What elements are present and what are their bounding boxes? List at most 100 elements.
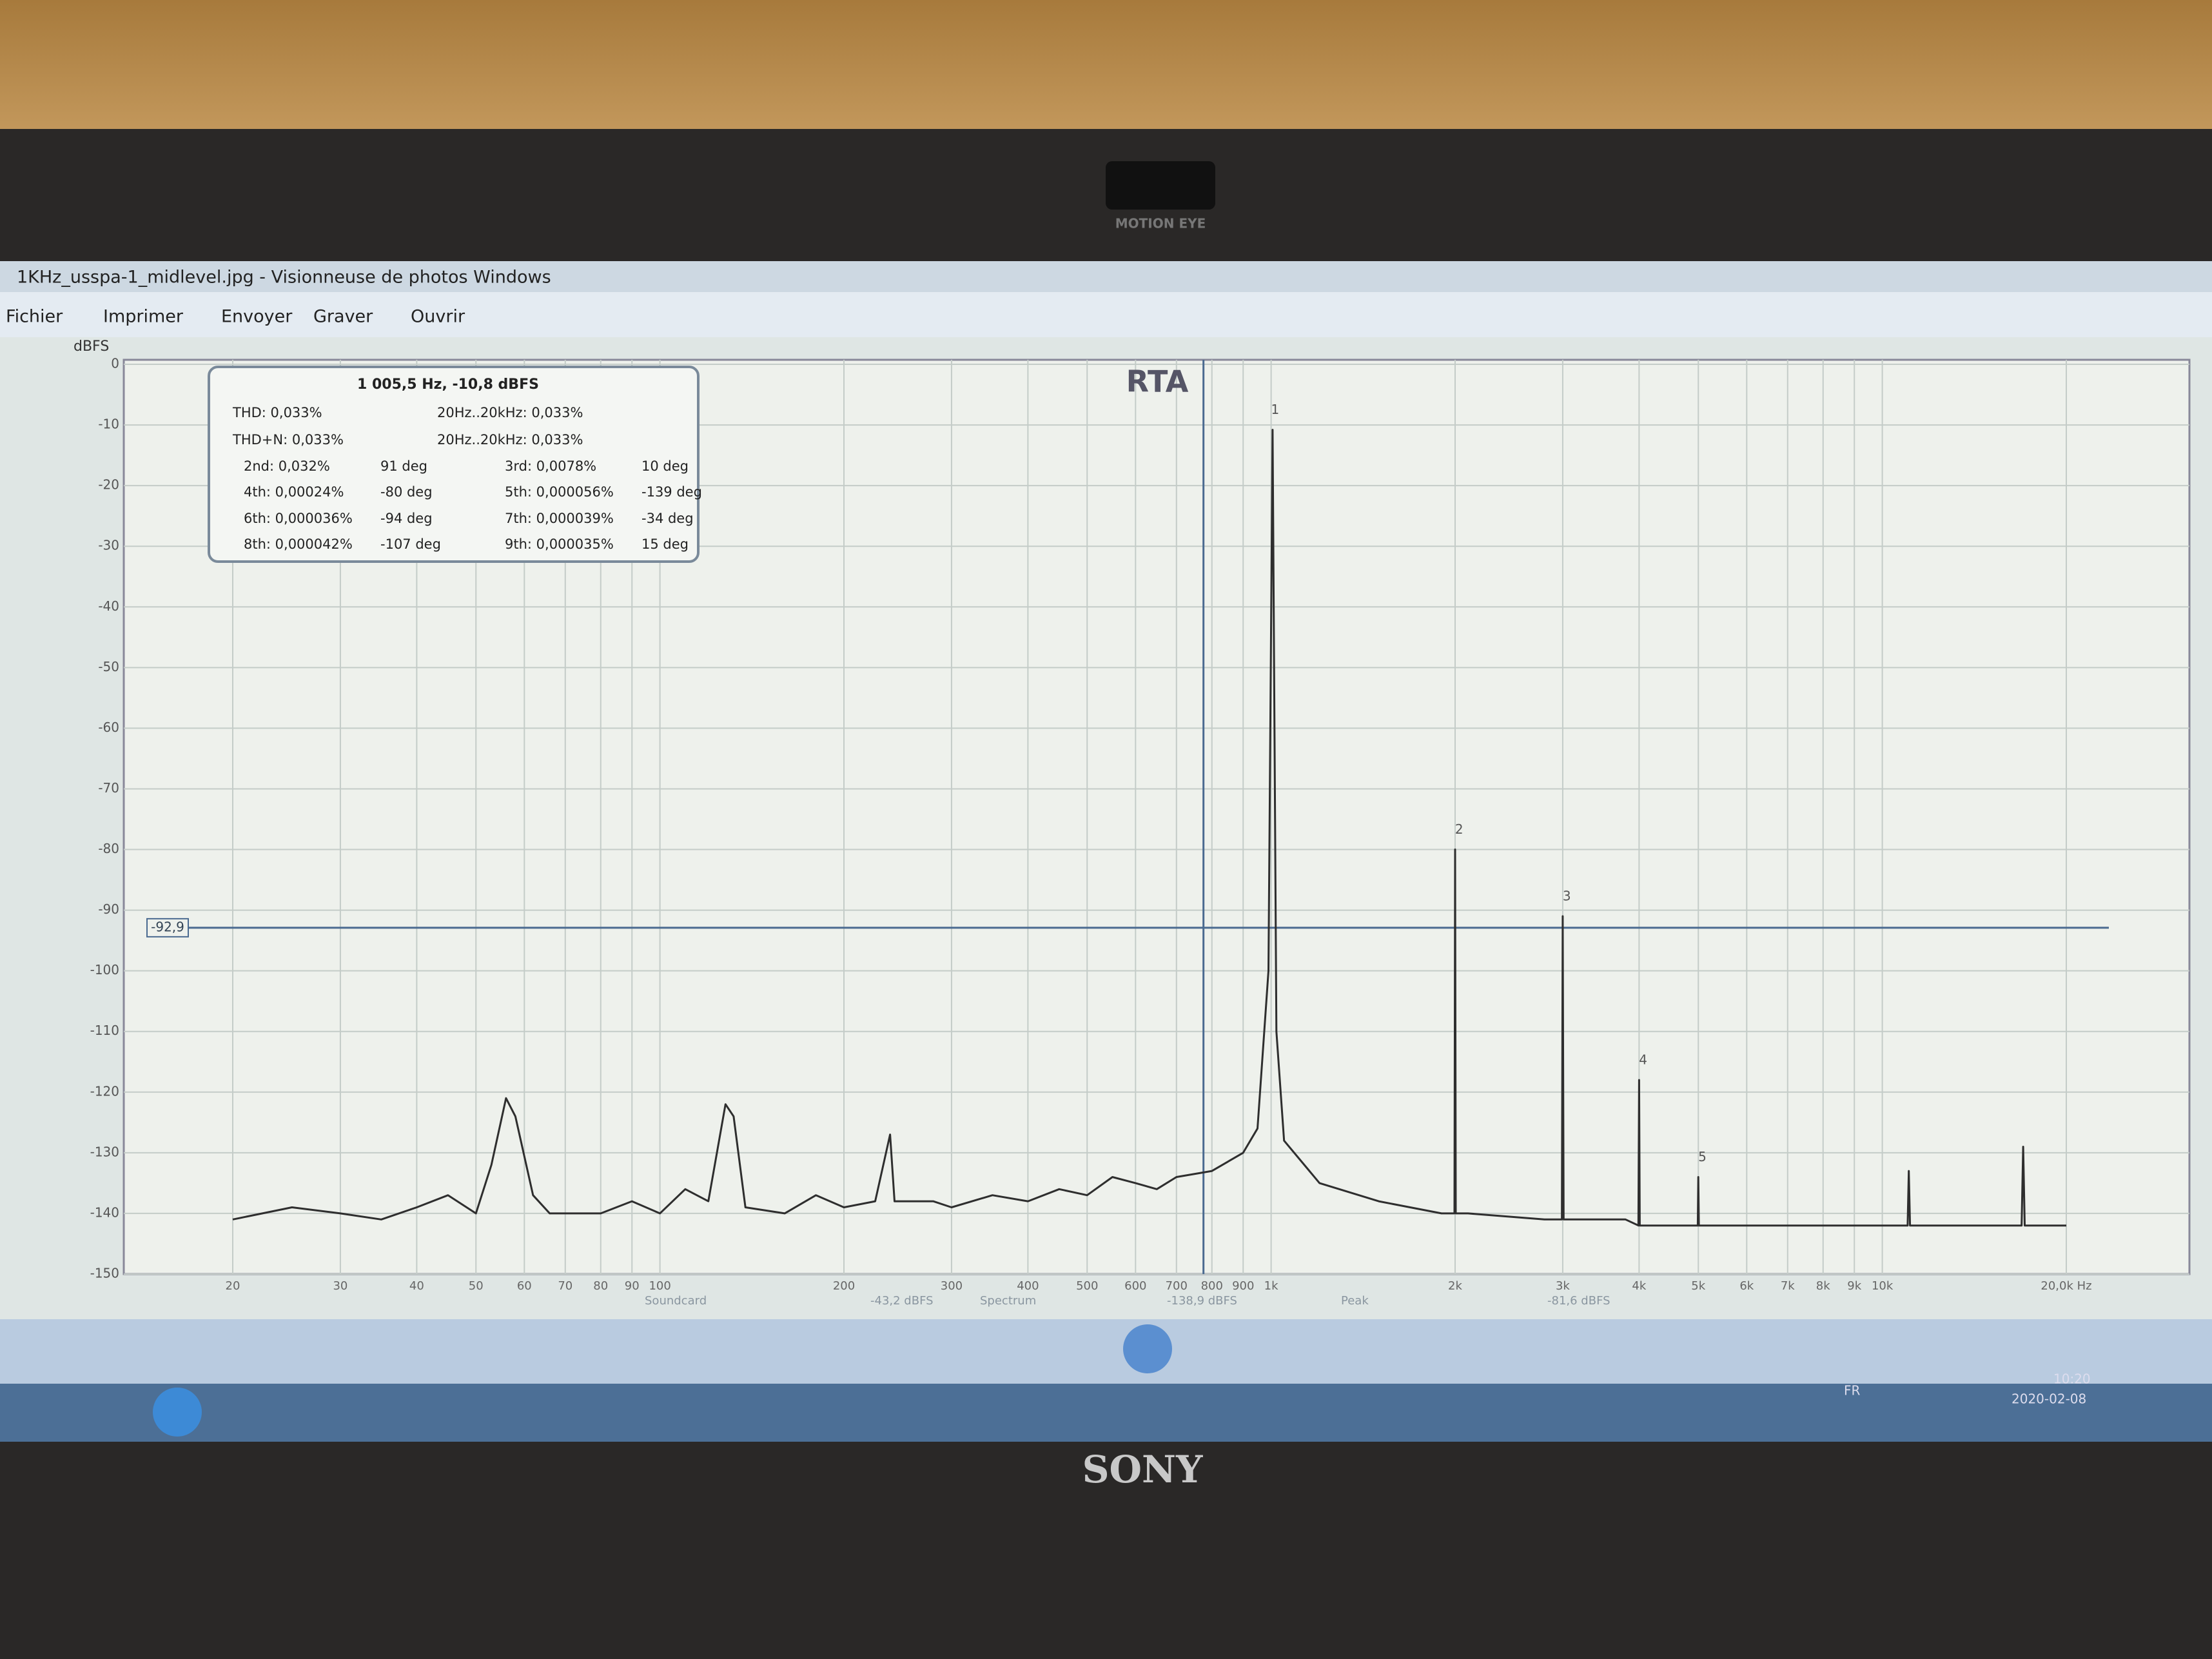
status-text: Peak (1341, 1294, 1369, 1308)
readout-cell: 20Hz..20kHz: 0,033% (437, 405, 583, 420)
y-tick-label: -10 (98, 417, 119, 432)
readout-cell: -80 deg (380, 484, 433, 500)
y-tick-label: -30 (98, 538, 119, 553)
cursor-label: -92,9 (151, 919, 184, 934)
harmonic-label: 5 (1698, 1149, 1707, 1164)
readout-cell: 91 deg (380, 458, 427, 474)
chart: 0 -10 -20 -30 -40 -50 -60 -70 -80 -90 -100 -110 -120… (73, 339, 2189, 1308)
x-tick-label: 8k (1816, 1279, 1830, 1293)
readout-cell: -34 deg (641, 511, 694, 526)
x-tick-label: 70 (558, 1279, 573, 1293)
readout-cell: 8th: 0,000042% (244, 536, 353, 552)
y-tick-label: -20 (98, 477, 119, 493)
toolbar (0, 1319, 2212, 1384)
readout-cell: -139 deg (641, 484, 702, 500)
readout-cell: 5th: 0,000056% (505, 484, 614, 500)
x-tick-label: 1k (1264, 1279, 1278, 1293)
x-tick-label: 200 (833, 1279, 855, 1293)
y-tick-label: -100 (90, 962, 119, 977)
x-tick-label: 300 (941, 1279, 963, 1293)
harmonic-label: 1 (1271, 402, 1280, 417)
brand: SONY (1082, 1448, 1203, 1491)
readout-cell: 4th: 0,00024% (244, 484, 344, 500)
x-tick-label: 30 (333, 1279, 347, 1293)
chart-title: RTA (1126, 364, 1189, 399)
x-tick-label: 700 (1166, 1279, 1188, 1293)
menu-item[interactable]: Imprimer (103, 307, 184, 327)
menu-item[interactable]: Envoyer (221, 307, 293, 327)
x-tick-label: 10k (1872, 1279, 1894, 1293)
x-tick-label: 7k (1781, 1279, 1795, 1293)
y-tick-label: -90 (98, 901, 119, 917)
readout-header: 1 005,5 Hz, -10,8 dBFS (357, 377, 539, 393)
status-text: Soundcard (645, 1294, 707, 1308)
y-tick-label: -60 (98, 720, 119, 735)
y-tick-label: -150 (90, 1266, 119, 1281)
y-tick-label: -110 (90, 1023, 119, 1038)
window-title: 1KHz_usspa-1_midlevel.jpg - Visionneuse … (17, 268, 551, 288)
status-text: -138,9 dBFS (1167, 1294, 1237, 1308)
x-tick-label: 5k (1691, 1279, 1705, 1293)
readout-box (208, 366, 700, 563)
taskbar (0, 1384, 2212, 1442)
x-tick-label: 4k (1632, 1279, 1646, 1293)
readout-cell: 7th: 0,000039% (505, 511, 614, 526)
title-bar (0, 261, 2212, 292)
y-tick-label: -80 (98, 841, 119, 856)
harmonic-label: 3 (1563, 888, 1571, 904)
y-axis-label: dBFS (73, 339, 109, 355)
wall (0, 0, 2212, 142)
x-tick-label: 40 (409, 1279, 424, 1293)
x-tick-label: 800 (1201, 1279, 1223, 1293)
menu-item[interactable]: Ouvrir (411, 307, 465, 327)
readout-cell: 6th: 0,000036% (244, 511, 353, 526)
readout-cell: THD: 0,033% (232, 405, 322, 420)
y-tick-label: -40 (98, 598, 119, 614)
x-tick-label: 100 (649, 1279, 670, 1293)
readout-cell: 2nd: 0,032% (244, 458, 330, 474)
y-tick-label: -120 (90, 1083, 119, 1099)
menu-item[interactable]: Graver (313, 307, 373, 327)
y-tick-label: -130 (90, 1144, 119, 1159)
x-tick-label: 6k (1739, 1279, 1754, 1293)
x-tick-label: 900 (1232, 1279, 1254, 1293)
clock-date: 2020-02-08 (2011, 1391, 2086, 1407)
status-text: -43,2 dBFS (870, 1294, 934, 1308)
cursor-label-box (146, 918, 189, 937)
y-tick-label: -140 (90, 1204, 119, 1220)
x-tick-label: 80 (593, 1279, 608, 1293)
x-tick-label: 9k (1847, 1279, 1861, 1293)
x-tick-label: 90 (625, 1279, 640, 1293)
x-tick-label: 600 (1124, 1279, 1146, 1293)
camera-label: MOTION EYE (1115, 216, 1206, 231)
start-button[interactable] (153, 1388, 202, 1437)
menu-item[interactable]: Fichier (6, 307, 63, 327)
x-tick-label: 60 (517, 1279, 532, 1293)
status-text: Spectrum (980, 1294, 1036, 1308)
readout-cell: THD+N: 0,033% (232, 432, 344, 447)
readout-cell: 3rd: 0,0078% (505, 458, 596, 474)
language: FR (1844, 1383, 1861, 1399)
readout-cell: 20Hz..20kHz: 0,033% (437, 432, 583, 447)
readout-cell: 10 deg (641, 458, 689, 474)
x-tick-label: 500 (1076, 1279, 1098, 1293)
spectrum-line (232, 429, 2066, 1227)
harmonic-label: 2 (1455, 821, 1463, 837)
readout-cell: 9th: 0,000035% (505, 536, 614, 552)
clock-time: 10:20 (2053, 1371, 2091, 1387)
menu-bar (0, 292, 2212, 337)
x-tick-label: 20 (226, 1279, 240, 1293)
x-tick-label: 20,0k Hz (2041, 1279, 2091, 1293)
y-tick-label: -50 (98, 659, 119, 674)
slideshow-button[interactable] (1123, 1324, 1172, 1373)
y-tick-label: 0 (111, 356, 119, 371)
status-text: -81,6 dBFS (1547, 1294, 1610, 1308)
y-tick-label: -70 (98, 780, 119, 796)
webcam (1106, 161, 1215, 210)
readout-cell: 15 deg (641, 536, 689, 552)
readout-cell: -107 deg (380, 536, 441, 552)
x-tick-label: 2k (1448, 1279, 1462, 1293)
menu: Fichier Imprimer Envoyer Graver Ouvrir (6, 307, 465, 327)
x-tick-label: 400 (1017, 1279, 1039, 1293)
